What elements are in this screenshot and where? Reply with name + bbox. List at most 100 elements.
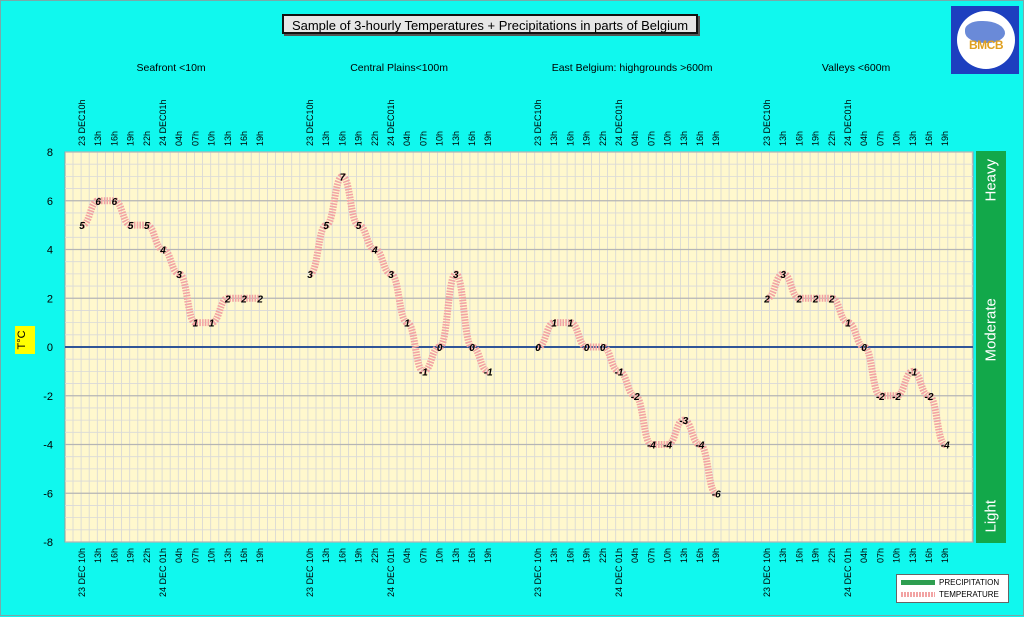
x-tick-label-top: 10h — [892, 131, 902, 146]
temperature-line-0 — [80, 197, 261, 327]
y-tick-label: -6 — [43, 488, 53, 500]
data-label: 1 — [551, 319, 557, 330]
x-tick-label-top: 13h — [451, 131, 461, 146]
x-tick-label-top: 04h — [402, 131, 412, 146]
bmcb-logo: BMCB — [951, 6, 1019, 74]
x-tick-label-bottom: 23 DEC 10h — [533, 548, 543, 597]
data-label: 1 — [568, 319, 574, 330]
data-label: 5 — [323, 221, 329, 232]
x-tick-label-top: 16h — [565, 131, 575, 146]
x-tick-label-bottom: 23 DEC 10h — [77, 548, 87, 597]
legend-precipitation: PRECIPITATION — [901, 578, 999, 588]
x-tick-label-top: 19h — [940, 131, 950, 146]
x-tick-label-top: 23 DEC10h — [305, 99, 315, 146]
data-label: 5 — [79, 221, 85, 232]
temperature-line-1 — [308, 172, 490, 375]
x-tick-label-top: 24 DEC01h — [158, 99, 168, 146]
x-tick-label-bottom: 13h — [549, 548, 559, 563]
chart-legend: PRECIPITATION TEMPERATURE — [896, 574, 1009, 603]
y-tick-label: -8 — [43, 537, 53, 549]
data-label: 0 — [584, 343, 590, 354]
y-tick-label: 4 — [47, 245, 53, 257]
data-label: -1 — [419, 367, 428, 378]
x-tick-label-bottom: 04h — [174, 548, 184, 563]
x-tick-label-top: 23 DEC10h — [77, 99, 87, 146]
x-tick-label-bottom: 16h — [695, 548, 705, 563]
intensity-light-label: Light — [982, 499, 1000, 533]
x-tick-label-bottom: 10h — [892, 548, 902, 563]
y-tick-label: 6 — [47, 196, 53, 208]
x-tick-label-top: 16h — [467, 131, 477, 146]
x-tick-label-bottom: 10h — [435, 548, 445, 563]
temperature-swatch — [901, 592, 935, 598]
x-tick-label-bottom: 07h — [875, 548, 885, 563]
x-tick-label-bottom: 04h — [402, 548, 412, 563]
x-tick-label-bottom: 23 DEC 10h — [305, 548, 315, 597]
data-label: 4 — [371, 246, 378, 257]
data-label: 3 — [780, 270, 786, 281]
x-tick-label-bottom: 19h — [940, 548, 950, 563]
x-tick-label-bottom: 24 DEC 01h — [843, 548, 853, 597]
data-label: 0 — [600, 343, 606, 354]
x-tick-label-top: 22h — [598, 131, 608, 146]
data-label: 1 — [845, 319, 851, 330]
x-tick-label-top: 16h — [239, 131, 249, 146]
data-label: -2 — [892, 392, 901, 403]
data-label: 2 — [828, 294, 835, 305]
x-tick-label-bottom: 22h — [370, 548, 380, 563]
data-label: 3 — [176, 270, 182, 281]
data-label: 0 — [861, 343, 867, 354]
x-tick-label-top: 13h — [549, 131, 559, 146]
series-heading-3: Valleys <600m — [822, 62, 891, 74]
x-tick-label-bottom: 16h — [924, 548, 934, 563]
data-label: -4 — [941, 441, 950, 452]
x-tick-label-bottom: 24 DEC 01h — [614, 548, 624, 597]
data-label: 0 — [437, 343, 443, 354]
x-tick-label-top: 16h — [924, 131, 934, 146]
data-label: -2 — [631, 392, 640, 403]
data-label: 2 — [763, 294, 770, 305]
data-label: -6 — [712, 489, 721, 500]
x-tick-label-top: 16h — [109, 131, 119, 146]
x-tick-label-top: 10h — [207, 131, 217, 146]
x-tick-label-top: 13h — [778, 131, 788, 146]
intensity-heavy-label: Heavy — [982, 158, 1000, 202]
x-tick-label-bottom: 16h — [239, 548, 249, 563]
x-tick-label-top: 19h — [255, 131, 265, 146]
x-tick-label-top: 23 DEC10h — [762, 99, 772, 146]
x-tick-label-top: 19h — [126, 131, 136, 146]
x-tick-label-top: 04h — [859, 131, 869, 146]
x-tick-label-bottom: 19h — [255, 548, 265, 563]
x-tick-label-bottom: 10h — [207, 548, 217, 563]
x-tick-label-bottom: 19h — [711, 548, 721, 563]
precipitation-intensity-scale: Heavy Moderate Light — [976, 151, 1006, 543]
x-tick-label-top: 23 DEC10h — [533, 99, 543, 146]
x-tick-label-bottom: 16h — [794, 548, 804, 563]
x-tick-label-top: 16h — [794, 131, 804, 146]
x-tick-label-bottom: 13h — [321, 548, 331, 563]
data-label: 5 — [144, 221, 150, 232]
x-tick-label-bottom: 19h — [354, 548, 364, 563]
x-tick-label-top: 24 DEC01h — [386, 99, 396, 146]
belgium-map-icon — [965, 21, 1005, 43]
x-tick-label-bottom: 16h — [337, 548, 347, 563]
data-label: 7 — [340, 172, 346, 183]
data-label: 1 — [404, 319, 410, 330]
x-tick-label-bottom: 07h — [646, 548, 656, 563]
data-label: 2 — [256, 294, 263, 305]
x-tick-label-top: 19h — [711, 131, 721, 146]
x-tick-label-bottom: 19h — [811, 548, 821, 563]
data-label: 2 — [796, 294, 803, 305]
x-tick-label-top: 13h — [679, 131, 689, 146]
data-label: -4 — [647, 441, 656, 452]
data-label: 0 — [469, 343, 475, 354]
x-tick-label-top: 24 DEC01h — [843, 99, 853, 146]
data-label: 2 — [812, 294, 819, 305]
data-label: -4 — [663, 441, 672, 452]
series-heading-2: East Belgium: highgrounds >600m — [552, 62, 713, 74]
data-label: 0 — [535, 343, 541, 354]
x-tick-label-bottom: 13h — [679, 548, 689, 563]
logo-text: BMCB — [969, 38, 1004, 52]
y-tick-label: 0 — [47, 342, 53, 354]
y-tick-label: -2 — [43, 391, 53, 403]
